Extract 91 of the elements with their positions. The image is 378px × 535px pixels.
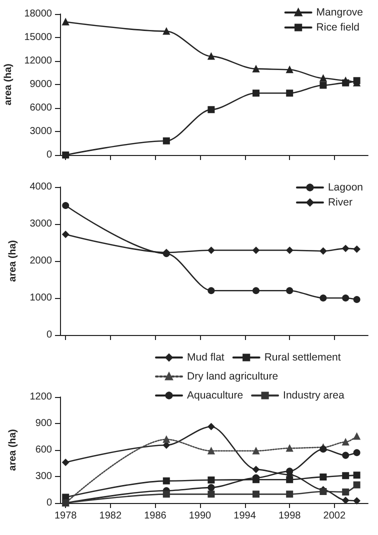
point bbox=[286, 444, 294, 452]
y-tick-label: 3000 bbox=[30, 218, 52, 230]
point bbox=[208, 476, 215, 484]
point bbox=[252, 65, 260, 72]
point bbox=[286, 476, 294, 484]
y-tick-label: 0 bbox=[46, 150, 52, 160]
point bbox=[342, 438, 350, 446]
legend-label: Mangrove bbox=[316, 6, 364, 18]
y-tick-label: 0 bbox=[46, 498, 52, 508]
y-tick-label: 900 bbox=[35, 418, 52, 429]
point bbox=[342, 496, 350, 504]
legend-label: Aquaculture bbox=[187, 390, 244, 402]
point bbox=[208, 423, 215, 430]
point bbox=[353, 481, 360, 488]
x-tick-label: 1994 bbox=[234, 510, 256, 522]
point bbox=[320, 248, 327, 255]
point bbox=[252, 447, 260, 454]
point bbox=[208, 52, 215, 60]
x-tick-label: 1998 bbox=[278, 510, 302, 522]
point bbox=[320, 446, 327, 453]
y-axis-title: area (ha) bbox=[8, 240, 18, 282]
y-tick-label: 6000 bbox=[30, 102, 52, 114]
point bbox=[286, 287, 294, 294]
y-tick-label: 9000 bbox=[30, 79, 52, 90]
point bbox=[342, 488, 350, 496]
x-tick-label: 1982 bbox=[99, 510, 122, 522]
point bbox=[208, 484, 215, 492]
y-tick-label: 1000 bbox=[30, 292, 52, 304]
point bbox=[353, 449, 360, 456]
y-tick-label: 2000 bbox=[30, 256, 52, 266]
point bbox=[162, 477, 170, 484]
point bbox=[342, 294, 350, 302]
legend-label: Dry land agriculture bbox=[187, 370, 278, 382]
x-tick-label: 1986 bbox=[144, 510, 167, 522]
point bbox=[252, 466, 260, 473]
legend-label: River bbox=[328, 196, 353, 208]
point bbox=[353, 497, 360, 504]
point bbox=[162, 28, 170, 35]
point bbox=[252, 490, 260, 498]
point bbox=[62, 202, 70, 209]
x-tick-label: 2002 bbox=[323, 510, 346, 522]
y-tick-label: 300 bbox=[35, 471, 52, 482]
y-tick-label: 600 bbox=[35, 444, 52, 456]
legend-label: Rice field bbox=[316, 22, 360, 34]
y-tick-label: 12000 bbox=[24, 56, 52, 66]
point bbox=[320, 473, 327, 480]
point bbox=[62, 458, 70, 466]
point bbox=[162, 137, 170, 144]
y-tick-label: 3000 bbox=[30, 126, 52, 137]
point bbox=[320, 82, 327, 89]
point bbox=[162, 490, 170, 498]
legend-label: Lagoon bbox=[328, 182, 364, 194]
point bbox=[286, 66, 294, 74]
point bbox=[286, 468, 294, 475]
y-tick-label: 4000 bbox=[30, 182, 52, 192]
y-tick-label: 1200 bbox=[30, 392, 52, 402]
y-tick-label: 0 bbox=[46, 330, 52, 340]
point bbox=[162, 436, 170, 443]
y-tick-label: 15000 bbox=[24, 32, 52, 43]
point bbox=[342, 79, 350, 86]
point bbox=[353, 296, 360, 303]
point bbox=[286, 90, 294, 97]
point bbox=[320, 294, 327, 302]
x-tick-label: 1990 bbox=[188, 510, 212, 522]
point bbox=[252, 246, 260, 254]
y-tick-label: 18000 bbox=[24, 8, 52, 20]
point bbox=[286, 490, 294, 498]
point bbox=[286, 246, 294, 254]
y-axis-title: area (ha) bbox=[8, 429, 18, 471]
point bbox=[208, 106, 215, 114]
y-axis-title: area (ha) bbox=[2, 64, 14, 106]
point bbox=[208, 447, 215, 454]
point bbox=[353, 246, 360, 253]
point bbox=[252, 90, 260, 97]
point bbox=[62, 230, 70, 238]
point bbox=[252, 287, 260, 294]
point bbox=[208, 490, 215, 498]
legend-label: Rural settlement bbox=[264, 352, 341, 364]
point bbox=[208, 287, 215, 294]
point bbox=[62, 18, 70, 26]
x-tick-label: 1978 bbox=[54, 510, 78, 522]
point bbox=[353, 432, 360, 440]
point bbox=[342, 472, 350, 480]
point bbox=[162, 442, 170, 449]
legend-label: Mud flat bbox=[187, 352, 224, 364]
point bbox=[208, 246, 215, 254]
legend-label: Industry area bbox=[283, 390, 344, 402]
point bbox=[353, 472, 360, 479]
point bbox=[342, 452, 350, 459]
point bbox=[342, 244, 350, 252]
point bbox=[320, 74, 327, 82]
